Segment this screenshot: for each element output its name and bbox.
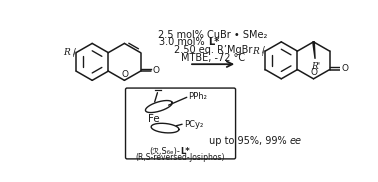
Polygon shape <box>313 42 315 59</box>
Text: L*: L* <box>208 37 219 47</box>
Text: Fe: Fe <box>149 114 160 124</box>
Text: O: O <box>341 64 349 73</box>
Text: /: / <box>73 51 76 57</box>
Text: /: / <box>73 47 76 56</box>
Text: R: R <box>252 47 259 56</box>
Text: ee: ee <box>290 136 302 146</box>
Text: R: R <box>63 48 70 57</box>
Text: MTBE, -72 °C: MTBE, -72 °C <box>181 53 245 63</box>
Text: up to 95%, 99%: up to 95%, 99% <box>209 136 290 146</box>
Text: /: / <box>262 46 265 55</box>
Text: 2.50 eq. R’MgBr: 2.50 eq. R’MgBr <box>174 45 252 55</box>
Text: /: / <box>262 50 265 56</box>
Text: PCy₂: PCy₂ <box>184 120 203 129</box>
Text: R': R' <box>311 62 321 71</box>
Text: (ℛ,S₆ₑ)-: (ℛ,S₆ₑ)- <box>150 147 181 156</box>
Text: 3.0 mol%: 3.0 mol% <box>159 37 208 47</box>
Text: PPh₂: PPh₂ <box>188 92 207 101</box>
Text: O: O <box>122 70 129 79</box>
Text: O: O <box>152 66 159 75</box>
FancyBboxPatch shape <box>125 88 235 159</box>
Text: 2.5 mol% CuBr • SMe₂: 2.5 mol% CuBr • SMe₂ <box>158 29 268 39</box>
Text: (R,S-reversed-Josiphos): (R,S-reversed-Josiphos) <box>136 153 225 162</box>
Text: O: O <box>311 68 318 77</box>
Text: L*: L* <box>181 147 190 156</box>
